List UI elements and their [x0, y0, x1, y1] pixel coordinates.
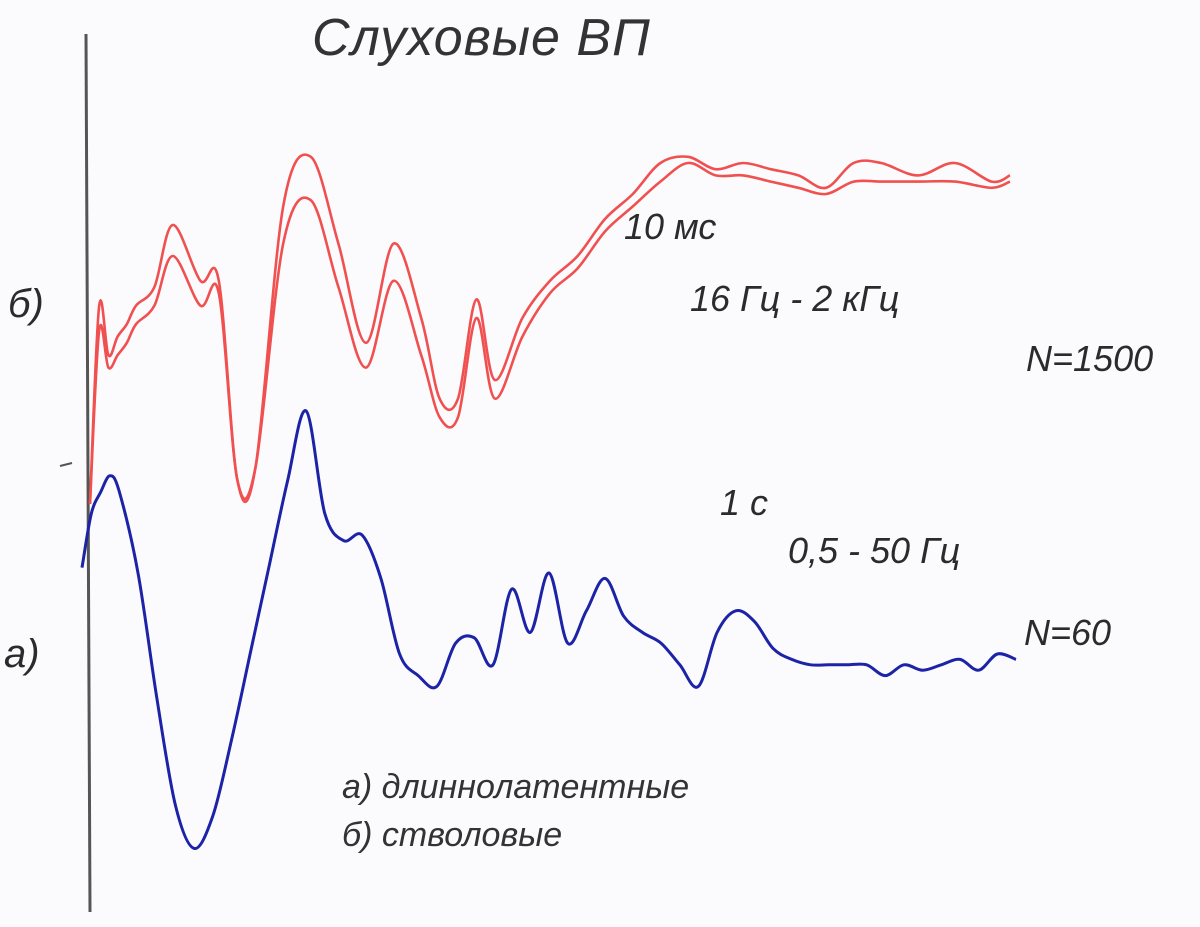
series-line-brainstem-2: [88, 161, 1011, 505]
annotation-n-brainstem: N=1500: [1026, 338, 1154, 379]
label-long-latency: а): [4, 632, 40, 676]
annotation-filter-brainstem: 16 Гц - 2 кГц: [690, 278, 900, 319]
annotation-filter-long-latency: 0,5 - 50 Гц: [788, 530, 961, 571]
annotation-n-long-latency: N=60: [1024, 612, 1112, 653]
chart-title: Слуховые ВП: [312, 9, 651, 67]
series-line-long-latency: [80, 409, 1017, 850]
axis-tick: [59, 462, 73, 467]
legend-entry-long-latency: а) длиннолатентные: [342, 768, 690, 806]
series-line-brainstem-1: [88, 153, 1011, 505]
label-brainstem: б): [8, 282, 44, 326]
legend-entry-brainstem: б) стволовые: [342, 816, 563, 854]
annotation-time-brainstem: 10 мс: [624, 206, 717, 247]
y-axis: [84, 33, 92, 913]
series-layer: [80, 153, 1017, 850]
annotation-time-long-latency: 1 с: [720, 482, 769, 523]
